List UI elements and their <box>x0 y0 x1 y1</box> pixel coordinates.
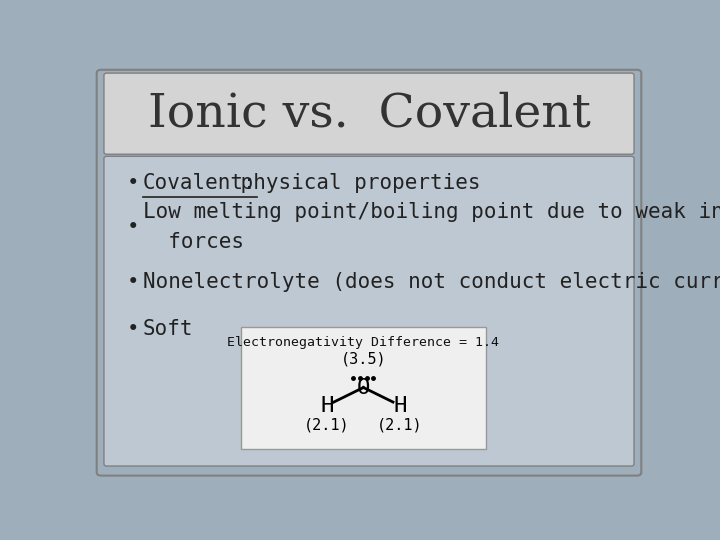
Text: Ionic vs.  Covalent: Ionic vs. Covalent <box>148 91 590 136</box>
Text: Nonelectrolyte (does not conduct electric current in solution): Nonelectrolyte (does not conduct electri… <box>143 272 720 292</box>
Text: O: O <box>356 377 370 397</box>
Text: (2.1): (2.1) <box>305 417 350 433</box>
Text: Electronegativity Difference = 1.4: Electronegativity Difference = 1.4 <box>228 336 500 349</box>
FancyBboxPatch shape <box>104 73 634 154</box>
Text: •: • <box>126 217 139 237</box>
FancyBboxPatch shape <box>240 327 486 449</box>
Text: Covalent:: Covalent: <box>143 173 256 193</box>
FancyBboxPatch shape <box>104 156 634 466</box>
Text: •: • <box>126 173 139 193</box>
Text: (3.5): (3.5) <box>341 352 386 367</box>
Text: H: H <box>393 396 406 416</box>
FancyBboxPatch shape <box>96 70 642 476</box>
Text: Low melting point/boiling point due to weak intermolecular
  forces: Low melting point/boiling point due to w… <box>143 202 720 252</box>
Text: Soft: Soft <box>143 319 194 339</box>
Text: H: H <box>320 396 334 416</box>
Text: •: • <box>126 319 139 339</box>
Text: physical properties: physical properties <box>228 173 481 193</box>
Text: (2.1): (2.1) <box>377 417 423 433</box>
Text: •: • <box>126 272 139 292</box>
